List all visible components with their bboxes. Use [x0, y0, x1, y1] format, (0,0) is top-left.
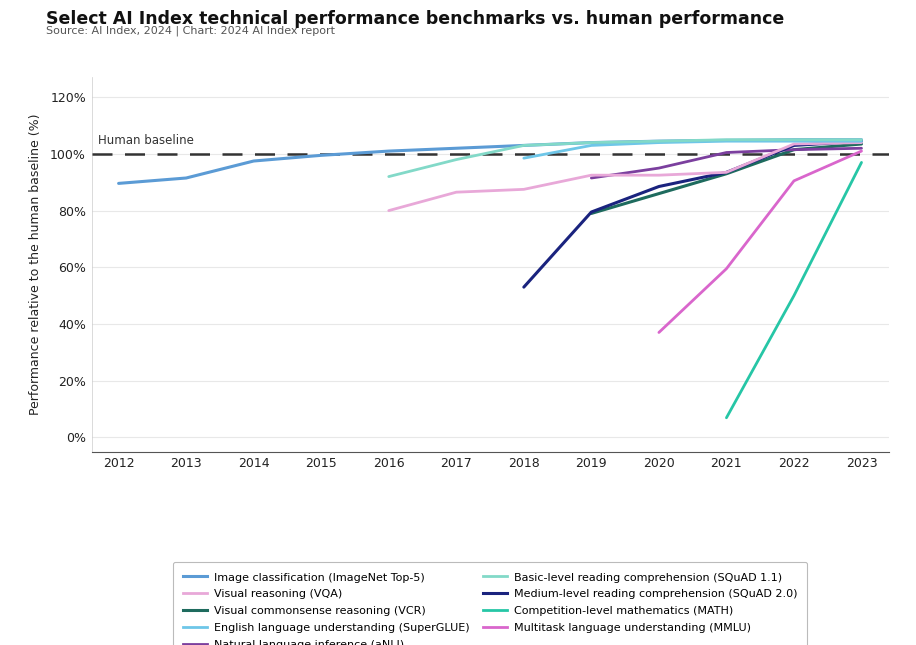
- Text: Source: AI Index, 2024 | Chart: 2024 AI Index report: Source: AI Index, 2024 | Chart: 2024 AI …: [46, 26, 335, 36]
- Y-axis label: Performance relative to the human baseline (%): Performance relative to the human baseli…: [28, 114, 42, 415]
- Text: Human baseline: Human baseline: [98, 134, 194, 147]
- Legend: Image classification (ImageNet Top-5), Visual reasoning (VQA), Visual commonsens: Image classification (ImageNet Top-5), V…: [173, 562, 807, 645]
- Text: Select AI Index technical performance benchmarks vs. human performance: Select AI Index technical performance be…: [46, 10, 784, 28]
